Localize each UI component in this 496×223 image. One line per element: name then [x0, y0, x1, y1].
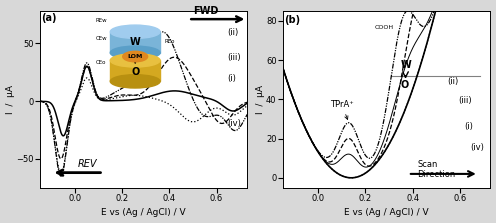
Text: O: O — [401, 80, 409, 90]
Text: TPrA⁺: TPrA⁺ — [330, 100, 354, 120]
X-axis label: E vs (Ag / AgCl) / V: E vs (Ag / AgCl) / V — [344, 209, 429, 217]
Text: REV: REV — [77, 159, 97, 169]
Text: (iv): (iv) — [227, 120, 241, 128]
Text: (iii): (iii) — [459, 96, 472, 105]
Text: Scan: Scan — [417, 160, 437, 169]
Text: (i): (i) — [464, 122, 473, 131]
Text: (b): (b) — [284, 15, 300, 25]
Text: Direction: Direction — [417, 170, 455, 179]
Text: (iv): (iv) — [470, 143, 484, 152]
Text: COOH: COOH — [375, 25, 394, 30]
Text: (i): (i) — [227, 74, 236, 83]
Text: (ii): (ii) — [227, 28, 239, 37]
Y-axis label: I  /  μA: I / μA — [5, 85, 14, 114]
X-axis label: E vs (Ag / AgCl) / V: E vs (Ag / AgCl) / V — [101, 209, 186, 217]
Text: (ii): (ii) — [447, 77, 458, 86]
Text: (a): (a) — [41, 13, 57, 23]
Text: (iii): (iii) — [227, 53, 241, 62]
Text: FWD: FWD — [193, 6, 218, 16]
Y-axis label: I  /  μA: I / μA — [255, 85, 264, 114]
Text: W: W — [401, 60, 412, 70]
